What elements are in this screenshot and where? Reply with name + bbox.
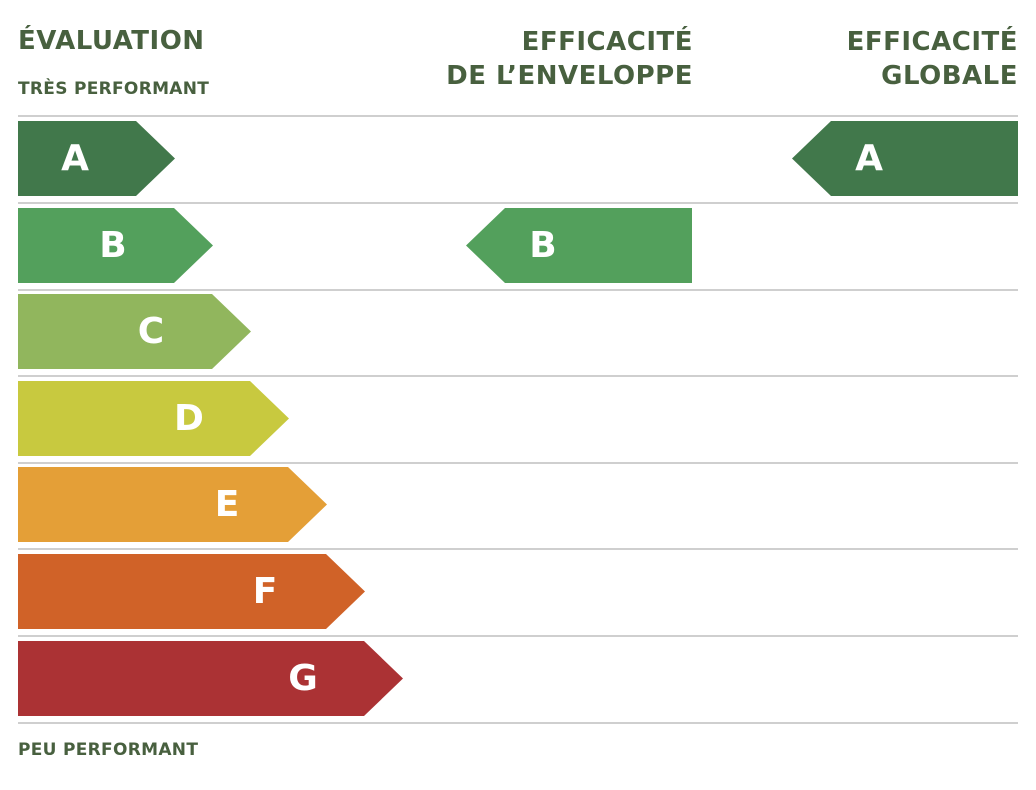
scale-arrow-c: C <box>18 294 251 369</box>
scale-arrow-a: A <box>18 121 175 196</box>
scale-arrow-g: G <box>18 641 403 716</box>
row-separator <box>18 548 1018 550</box>
scale-arrow-a-letter: A <box>61 138 89 179</box>
envelope-efficiency-header: EFFICACITÉ DE L’ENVELOPPE <box>446 27 693 91</box>
scale-arrow-d-letter: D <box>174 398 204 439</box>
scale-arrow-d: D <box>18 381 289 456</box>
global-efficiency-header: EFFICACITÉ GLOBALE <box>846 27 1018 91</box>
row-separator <box>18 115 1018 117</box>
row-separator <box>18 202 1018 204</box>
rating-arrow-global: A <box>792 121 1018 196</box>
row-separator <box>18 722 1018 724</box>
scale-arrow-b-letter: B <box>99 225 127 266</box>
row-separator <box>18 462 1018 464</box>
scale-arrow-b: B <box>18 208 213 283</box>
row-separator <box>18 289 1018 291</box>
scale-arrow-e-letter: E <box>214 484 240 525</box>
scale-arrow-f: F <box>18 554 365 629</box>
scale-arrow-e: E <box>18 467 327 542</box>
rating-arrow-envelope-letter: B <box>529 225 557 266</box>
scale-arrow-f-letter: F <box>252 571 278 612</box>
rating-arrow-global-letter: A <box>855 138 883 179</box>
scale-title: ÉVALUATION <box>18 26 205 56</box>
row-separator <box>18 375 1018 377</box>
scale-arrow-g-letter: G <box>288 658 318 699</box>
top-performance-label: TRÈS PERFORMANT <box>18 79 210 99</box>
bottom-performance-label: PEU PERFORMANT <box>18 740 199 760</box>
scale-arrow-c-letter: C <box>137 311 165 352</box>
rating-arrow-envelope: B <box>466 208 692 283</box>
row-separator <box>18 635 1018 637</box>
